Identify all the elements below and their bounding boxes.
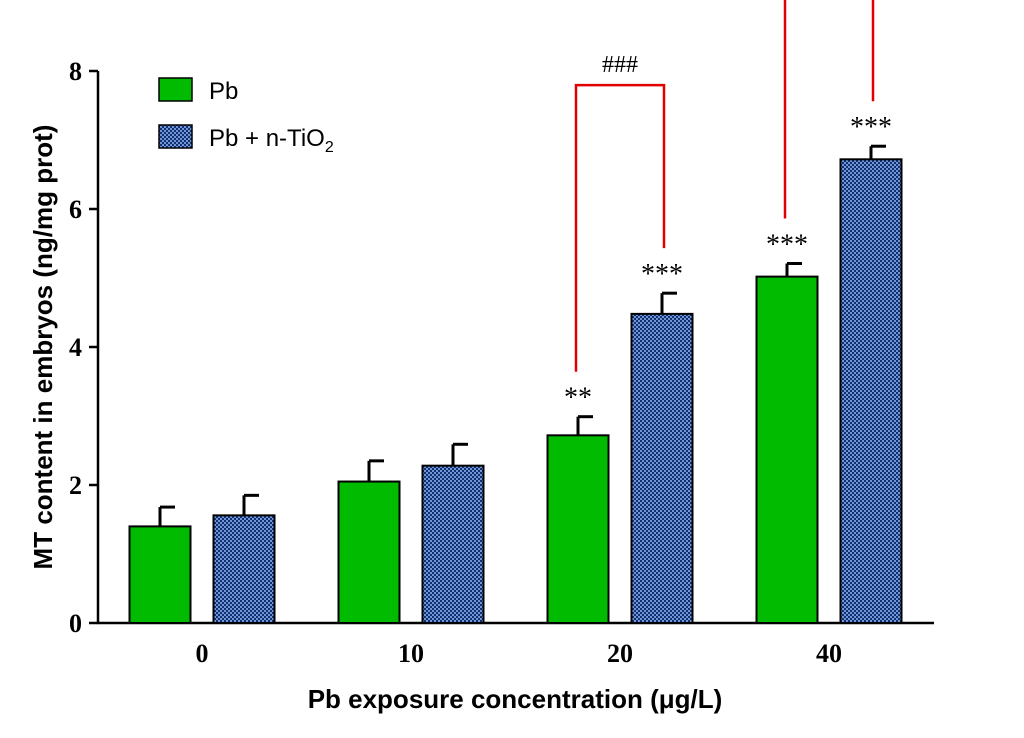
comparison-bracket-20 [574,83,666,372]
y-tick-label-4: 4 [69,333,82,362]
significance-pb-n-tio2-20: *** [641,259,683,290]
significance-pb-40: *** [766,230,808,261]
significance-labels: *********** [564,112,892,413]
y-tick-label-8: 8 [69,57,82,86]
legend-label-pb-tio2-subscript: 2 [325,139,334,156]
bar-pb-20 [546,434,610,624]
x-tick-label-10: 10 [398,639,424,668]
legend-label-pb-tio2-main: Pb + n-TiO [209,125,325,152]
x-tick-label-40: 40 [816,639,842,668]
y-axis-title: MT content in embryos (ng/mg prot) [28,125,58,570]
legend-label-pb: Pb [209,78,238,105]
y-ticks: 0 2 4 6 8 [69,57,98,638]
comparison-label-20: ### [602,52,638,78]
significance-pb-n-tio2-40: *** [850,112,892,143]
y-tick-label-6: 6 [69,195,82,224]
x-ticks: 0 10 20 40 [196,639,843,668]
bar-pb-n-tio2-10 [421,464,485,624]
legend: Pb Pb + n-TiO2 [158,77,334,156]
y-tick-label-0: 0 [69,609,82,638]
x-axis-title: Pb exposure concentration (μg/L) [308,684,723,714]
bar-pb-10 [337,480,401,624]
y-tick-label-2: 2 [69,471,82,500]
x-tick-label-0: 0 [196,639,209,668]
error-bars-group [158,144,886,527]
bar-pb-n-tio2-20 [630,312,694,624]
bar-pb-n-tio2-0 [212,514,276,624]
comparison-bracket-40 [783,0,875,219]
bar-pb-n-tio2-40 [839,158,903,624]
legend-swatch-pb-tio2 [158,124,193,149]
x-tick-label-20: 20 [607,639,633,668]
bar-pb-40 [755,275,819,624]
comparison-brackets: ###### [574,0,875,372]
significance-pb-20: ** [564,383,592,414]
legend-swatch-pb [158,77,193,102]
bar-pb-0 [128,525,192,625]
legend-label-pb-tio2: Pb + n-TiO2 [209,125,334,156]
